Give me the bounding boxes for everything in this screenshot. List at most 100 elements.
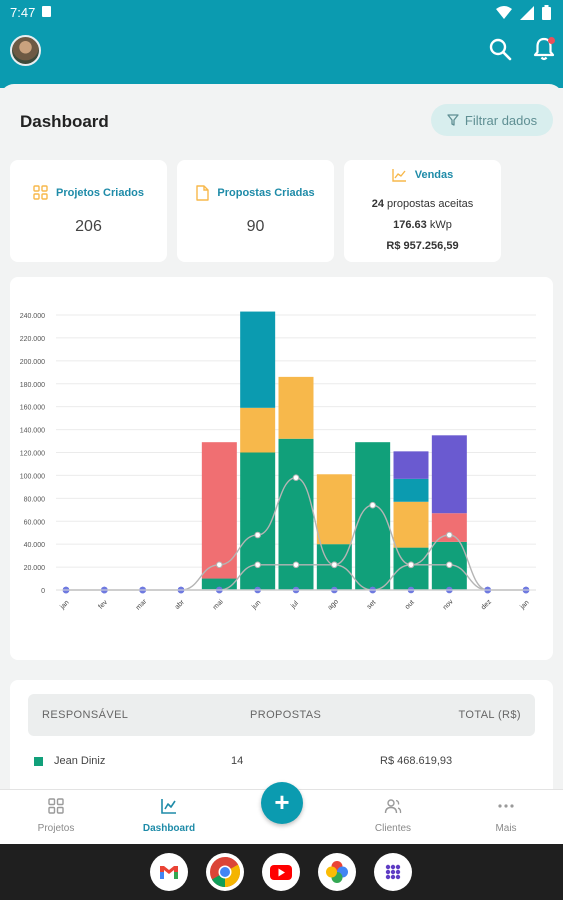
- y-tick-label: 60.000: [24, 519, 46, 526]
- chart-bar: [393, 478, 429, 502]
- y-tick-label: 0: [41, 588, 45, 595]
- more-dots-icon: [498, 804, 514, 808]
- user-avatar[interactable]: [10, 35, 41, 66]
- sales-chart: 0 20.000 40.000 60.000 80.000 100.000 120.000 1…: [20, 311, 536, 612]
- nav-mais[interactable]: Mais: [461, 790, 551, 845]
- projects-value: 206: [75, 218, 102, 235]
- x-tick-label: jul: [289, 600, 300, 611]
- sales-card: Vendas 24 propostas aceitas 176.63 kWp R…: [344, 160, 501, 262]
- grid-icon: [33, 185, 48, 200]
- accepted-text: propostas aceitas: [387, 198, 474, 210]
- app-dock: [0, 844, 563, 900]
- chrome-icon[interactable]: [206, 853, 244, 891]
- chart-bar: [393, 501, 429, 548]
- x-tick-label: jan: [58, 599, 70, 611]
- users-icon: [384, 799, 402, 814]
- page-title: Dashboard: [20, 112, 109, 131]
- y-tick-label: 140.000: [20, 428, 45, 435]
- nav-mais-label: Mais: [495, 823, 517, 834]
- chart-bar: [278, 376, 314, 439]
- x-tick-label: jun: [250, 599, 262, 611]
- photos-icon[interactable]: [318, 853, 356, 891]
- nav-clientes-label: Clientes: [374, 823, 412, 834]
- search-icon[interactable]: [487, 36, 513, 62]
- projects-label: Projetos Criados: [55, 186, 145, 199]
- chart-bar: [316, 474, 352, 545]
- sim-icon: [42, 6, 51, 17]
- y-tick-label: 120.000: [20, 451, 45, 458]
- table-header: RESPONSÁVEL PROPOSTAS TOTAL (R$): [28, 694, 535, 736]
- y-tick-label: 100.000: [20, 473, 45, 480]
- chart-point: [292, 561, 300, 569]
- power-value-line: 176.63 kWp: [344, 219, 501, 231]
- filter-icon: [447, 114, 459, 126]
- chart-point: [446, 561, 453, 569]
- trend-chart-icon: [161, 799, 176, 814]
- add-fab-button[interactable]: +: [261, 782, 303, 824]
- x-tick-label: abr: [174, 598, 187, 611]
- nav-dashboard-label: Dashboard: [142, 823, 196, 834]
- x-tick-label: fev: [97, 599, 109, 611]
- row-color-swatch: [34, 757, 43, 766]
- chart-point: [446, 531, 453, 539]
- plus-icon: +: [274, 787, 290, 817]
- header-proposals: PROPOSTAS: [250, 709, 322, 721]
- projects-card: Projetos Criados 206: [10, 160, 167, 262]
- proposals-card: Propostas Criadas 90: [177, 160, 334, 262]
- trend-chart-icon: [392, 169, 406, 182]
- status-bar: 7:47: [0, 0, 563, 26]
- y-tick-label: 200.000: [20, 359, 45, 366]
- x-tick-label: mar: [135, 598, 149, 612]
- signal-icon: [520, 5, 534, 20]
- header-responsible: RESPONSÁVEL: [42, 709, 129, 721]
- battery-icon: [542, 5, 551, 20]
- x-tick-label: jan: [518, 599, 530, 611]
- responsible-table: RESPONSÁVEL PROPOSTAS TOTAL (R$) Jean Di…: [10, 680, 553, 800]
- filter-button[interactable]: Filtrar dados: [431, 104, 553, 136]
- y-tick-label: 220.000: [20, 336, 45, 343]
- y-tick-label: 180.000: [20, 382, 45, 389]
- nav-projetos-label: Projetos: [37, 823, 75, 834]
- y-tick-label: 240.000: [20, 313, 45, 320]
- youtube-icon[interactable]: [262, 853, 300, 891]
- x-tick-label: dez: [480, 598, 493, 611]
- chart-bar: [240, 407, 276, 453]
- chart-bar: [393, 451, 429, 479]
- y-tick-label: 80.000: [24, 496, 46, 503]
- accepted-proposals: 24 propostas aceitas: [344, 198, 501, 210]
- header-total: TOTAL (R$): [458, 709, 521, 721]
- chart-bar: [201, 442, 237, 579]
- chart-point: [369, 501, 376, 509]
- table-row[interactable]: Jean Diniz 14 R$ 468.619,93: [28, 750, 535, 774]
- x-tick-label: set: [366, 599, 378, 611]
- content-sheet: Dashboard Filtrar dados Projetos Criados…: [0, 84, 563, 800]
- app-bar: [0, 26, 563, 88]
- system-icons: [496, 5, 551, 20]
- gmail-icon[interactable]: [150, 853, 188, 891]
- nav-dashboard[interactable]: Dashboard: [124, 790, 214, 845]
- x-tick-label: mai: [212, 598, 225, 611]
- nav-projetos[interactable]: Projetos: [11, 790, 101, 845]
- app-drawer-icon[interactable]: [374, 853, 412, 891]
- y-tick-label: 160.000: [20, 405, 45, 412]
- row-name: Jean Diniz: [54, 755, 106, 767]
- chart-point: [254, 531, 261, 539]
- sales-total-value: R$ 957.256,59: [386, 240, 459, 252]
- status-time: 7:47: [10, 5, 36, 20]
- chart-point: [254, 561, 261, 569]
- chart-bar: [431, 435, 467, 514]
- proposals-value: 90: [246, 218, 265, 235]
- nav-clientes[interactable]: Clientes: [348, 790, 438, 845]
- x-tick-label: ago: [327, 598, 340, 611]
- power-unit: kWp: [429, 219, 452, 231]
- chart-bar: [240, 311, 276, 408]
- chart-bar: [201, 578, 237, 590]
- filter-label: Filtrar dados: [464, 112, 538, 128]
- row-total: R$ 468.619,93: [380, 755, 453, 767]
- grid-icon: [48, 798, 64, 814]
- wifi-icon: [496, 5, 512, 19]
- power-value: 176.63: [393, 219, 427, 231]
- y-tick-label: 40.000: [24, 542, 46, 549]
- accepted-count: 24: [371, 198, 384, 210]
- y-tick-label: 20.000: [24, 565, 46, 572]
